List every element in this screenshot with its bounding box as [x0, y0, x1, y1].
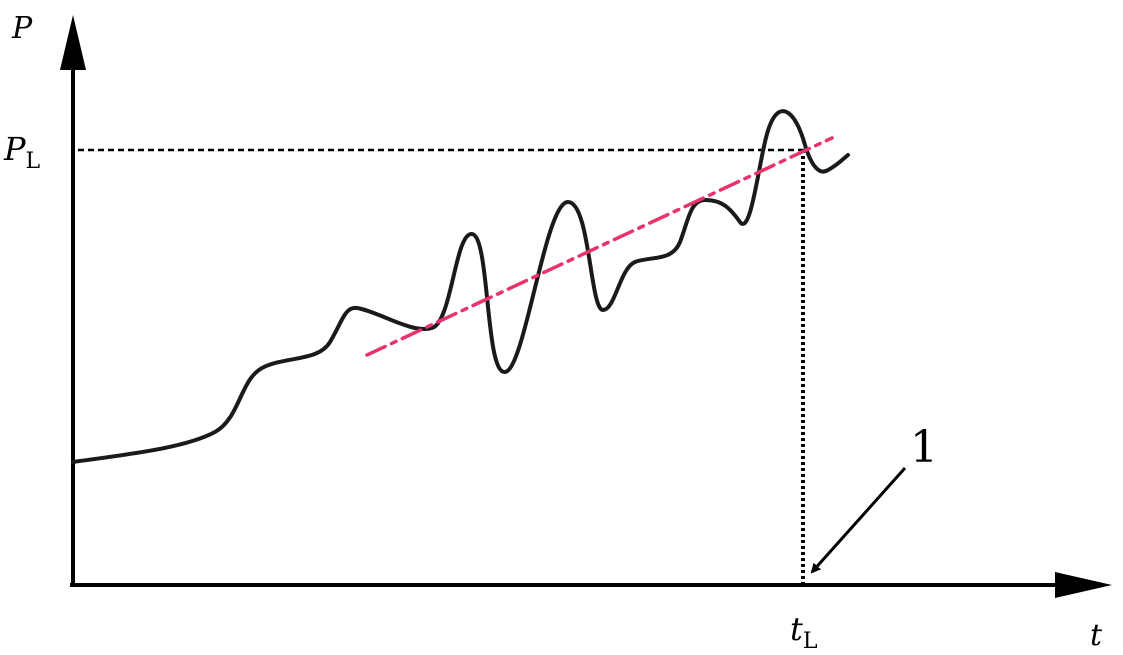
callout-arrow: [810, 467, 907, 574]
y-axis-label: P: [11, 11, 33, 46]
y-axis-arrowhead: [60, 15, 86, 70]
callout-label: 1: [910, 422, 938, 473]
threshold-x-label-main: t: [790, 610, 803, 648]
threshold-y-label-main: P: [3, 130, 26, 168]
threshold-x-label: tL: [790, 610, 818, 654]
threshold-x-label-sub: L: [803, 629, 818, 654]
threshold-y-label: PL: [3, 130, 41, 174]
x-axis-label: t: [1090, 618, 1103, 653]
threshold-y-label-sub: L: [26, 149, 41, 174]
trend-line: [365, 136, 834, 357]
x-axis-arrowhead: [1055, 572, 1112, 598]
signal-curve: [71, 109, 850, 464]
